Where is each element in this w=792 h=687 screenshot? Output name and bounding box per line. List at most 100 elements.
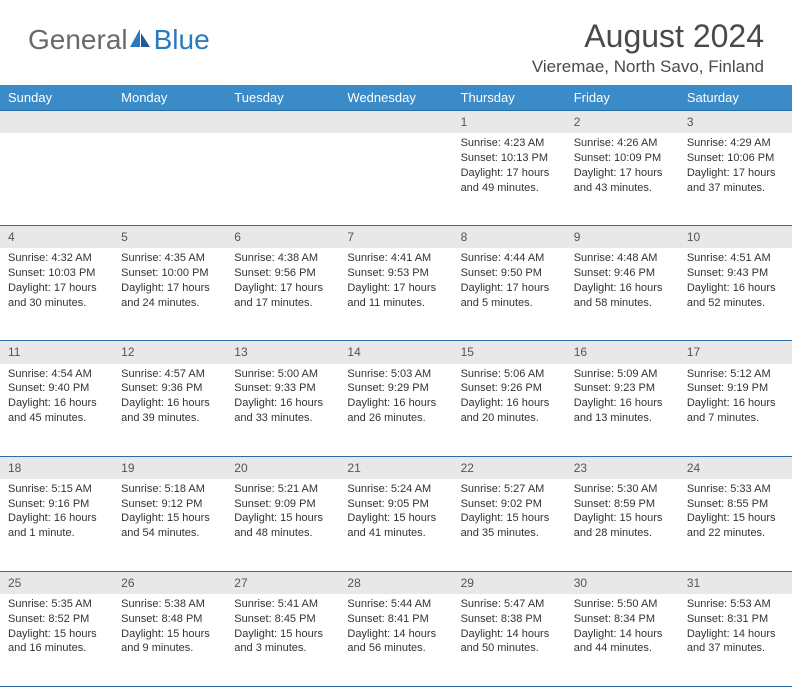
daylight-line: Daylight: 15 hours and 22 minutes. [687,511,784,541]
day-number: 28 [339,571,452,594]
daynum-row: 11121314151617 [0,341,792,364]
day-number [226,111,339,134]
sunrise-line: Sunrise: 5:03 AM [347,367,444,382]
day-cell: Sunrise: 5:33 AMSunset: 8:55 PMDaylight:… [679,479,792,571]
day-number: 21 [339,456,452,479]
sunrise-line: Sunrise: 5:41 AM [234,597,331,612]
day-number: 18 [0,456,113,479]
sunrise-line: Sunrise: 5:12 AM [687,367,784,382]
day-cell: Sunrise: 4:32 AMSunset: 10:03 PMDaylight… [0,249,113,341]
sunset-line: Sunset: 8:38 PM [461,612,558,627]
day-number: 12 [113,341,226,364]
day-cell: Sunrise: 5:12 AMSunset: 9:19 PMDaylight:… [679,364,792,456]
day-number [339,111,452,134]
sunset-line: Sunset: 10:13 PM [461,151,558,166]
daylight-line: Daylight: 16 hours and 1 minute. [8,511,105,541]
sunrise-line: Sunrise: 5:47 AM [461,597,558,612]
day-number: 1 [453,111,566,134]
weekday-header: Monday [113,85,226,111]
day-number: 25 [0,571,113,594]
weekday-header: Friday [566,85,679,111]
day-cell [113,134,226,226]
daylight-line: Daylight: 17 hours and 37 minutes. [687,166,784,196]
logo-text-2: Blue [154,24,210,56]
sunset-line: Sunset: 9:05 PM [347,497,444,512]
sunset-line: Sunset: 10:09 PM [574,151,671,166]
day-cell: Sunrise: 5:21 AMSunset: 9:09 PMDaylight:… [226,479,339,571]
sunset-line: Sunset: 9:40 PM [8,381,105,396]
sunrise-line: Sunrise: 5:09 AM [574,367,671,382]
day-cell: Sunrise: 4:35 AMSunset: 10:00 PMDaylight… [113,249,226,341]
sunset-line: Sunset: 9:29 PM [347,381,444,396]
day-number: 4 [0,226,113,249]
day-cell: Sunrise: 5:30 AMSunset: 8:59 PMDaylight:… [566,479,679,571]
weekday-header: Sunday [0,85,113,111]
daylight-line: Daylight: 17 hours and 30 minutes. [8,281,105,311]
logo-sail-icon [130,24,152,56]
day-number: 16 [566,341,679,364]
sunset-line: Sunset: 10:06 PM [687,151,784,166]
sunrise-line: Sunrise: 4:29 AM [687,136,784,151]
daylight-line: Daylight: 14 hours and 44 minutes. [574,627,671,657]
title-block: August 2024 Vieremae, North Savo, Finlan… [532,18,764,77]
day-cell: Sunrise: 5:35 AMSunset: 8:52 PMDaylight:… [0,594,113,686]
sunset-line: Sunset: 9:46 PM [574,266,671,281]
sunrise-line: Sunrise: 5:15 AM [8,482,105,497]
sunset-line: Sunset: 10:03 PM [8,266,105,281]
sunrise-line: Sunrise: 5:53 AM [687,597,784,612]
sunrise-line: Sunrise: 4:23 AM [461,136,558,151]
day-cell: Sunrise: 5:15 AMSunset: 9:16 PMDaylight:… [0,479,113,571]
daylight-line: Daylight: 16 hours and 58 minutes. [574,281,671,311]
sunrise-line: Sunrise: 4:41 AM [347,251,444,266]
day-number: 26 [113,571,226,594]
daylight-line: Daylight: 14 hours and 56 minutes. [347,627,444,657]
day-cell: Sunrise: 5:38 AMSunset: 8:48 PMDaylight:… [113,594,226,686]
daylight-line: Daylight: 17 hours and 11 minutes. [347,281,444,311]
day-cell [339,134,452,226]
day-cell: Sunrise: 5:53 AMSunset: 8:31 PMDaylight:… [679,594,792,686]
day-cell: Sunrise: 4:29 AMSunset: 10:06 PMDaylight… [679,134,792,226]
day-cell [0,134,113,226]
day-number: 15 [453,341,566,364]
day-cell: Sunrise: 5:27 AMSunset: 9:02 PMDaylight:… [453,479,566,571]
sunset-line: Sunset: 8:48 PM [121,612,218,627]
daylight-line: Daylight: 15 hours and 54 minutes. [121,511,218,541]
logo-text-1: General [28,24,128,56]
sunrise-line: Sunrise: 4:48 AM [574,251,671,266]
sunset-line: Sunset: 8:45 PM [234,612,331,627]
daylight-line: Daylight: 15 hours and 9 minutes. [121,627,218,657]
daylight-line: Daylight: 16 hours and 13 minutes. [574,396,671,426]
sunrise-line: Sunrise: 4:38 AM [234,251,331,266]
sunset-line: Sunset: 9:26 PM [461,381,558,396]
weekday-header: Thursday [453,85,566,111]
sunset-line: Sunset: 9:56 PM [234,266,331,281]
day-number: 10 [679,226,792,249]
sunrise-line: Sunrise: 4:32 AM [8,251,105,266]
day-number: 3 [679,111,792,134]
sunset-line: Sunset: 9:09 PM [234,497,331,512]
sunset-line: Sunset: 9:23 PM [574,381,671,396]
sunrise-line: Sunrise: 5:33 AM [687,482,784,497]
sunset-line: Sunset: 8:52 PM [8,612,105,627]
sunrise-line: Sunrise: 5:21 AM [234,482,331,497]
sunset-line: Sunset: 8:41 PM [347,612,444,627]
header: General Blue August 2024 Vieremae, North… [0,0,792,85]
sunset-line: Sunset: 9:33 PM [234,381,331,396]
day-cell: Sunrise: 4:41 AMSunset: 9:53 PMDaylight:… [339,249,452,341]
sunrise-line: Sunrise: 5:35 AM [8,597,105,612]
sunset-line: Sunset: 9:16 PM [8,497,105,512]
day-cell: Sunrise: 5:06 AMSunset: 9:26 PMDaylight:… [453,364,566,456]
day-cell: Sunrise: 4:51 AMSunset: 9:43 PMDaylight:… [679,249,792,341]
sunset-line: Sunset: 8:55 PM [687,497,784,512]
day-cell: Sunrise: 5:47 AMSunset: 8:38 PMDaylight:… [453,594,566,686]
daylight-line: Daylight: 17 hours and 43 minutes. [574,166,671,196]
day-number: 29 [453,571,566,594]
sunrise-line: Sunrise: 5:27 AM [461,482,558,497]
sunset-line: Sunset: 8:34 PM [574,612,671,627]
weekday-header-row: Sunday Monday Tuesday Wednesday Thursday… [0,85,792,111]
day-cell: Sunrise: 4:38 AMSunset: 9:56 PMDaylight:… [226,249,339,341]
daynum-row: 45678910 [0,226,792,249]
week-row: Sunrise: 4:54 AMSunset: 9:40 PMDaylight:… [0,364,792,456]
weekday-header: Saturday [679,85,792,111]
day-number: 23 [566,456,679,479]
